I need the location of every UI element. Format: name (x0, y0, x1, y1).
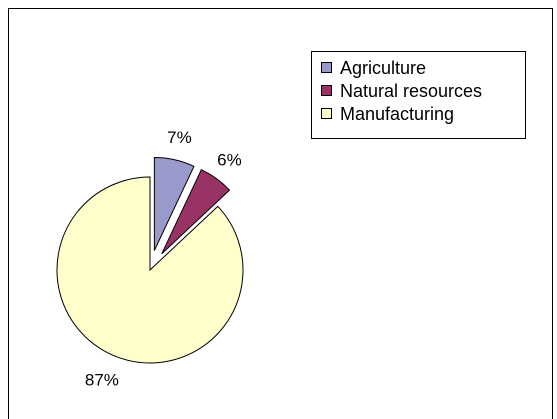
pie-slice-agriculture (153, 156, 195, 251)
legend-swatch-agriculture (321, 62, 332, 73)
legend-label-manufacturing: Manufacturing (340, 103, 455, 124)
chart-area-border (8, 8, 553, 419)
legend-item-manufacturing: Manufacturing (321, 102, 525, 125)
pie-slice-natural-resources (161, 169, 231, 255)
legend-swatch-natural-resources (321, 85, 332, 96)
data-label-manufacturing: 87% (85, 370, 119, 389)
legend-label-natural-resources: Natural resources (340, 80, 483, 101)
legend-item-agriculture: Agriculture (321, 56, 525, 79)
legend-label-agriculture: Agriculture (340, 57, 427, 78)
legend-swatch-manufacturing (321, 108, 332, 119)
legend-item-natural-resources: Natural resources (321, 79, 525, 102)
data-label-agriculture: 7% (167, 128, 192, 147)
legend: Agriculture Natural resources Manufactur… (311, 51, 526, 139)
data-label-natural-resources: 6% (217, 150, 242, 169)
pie-slice-manufacturing (56, 176, 244, 364)
